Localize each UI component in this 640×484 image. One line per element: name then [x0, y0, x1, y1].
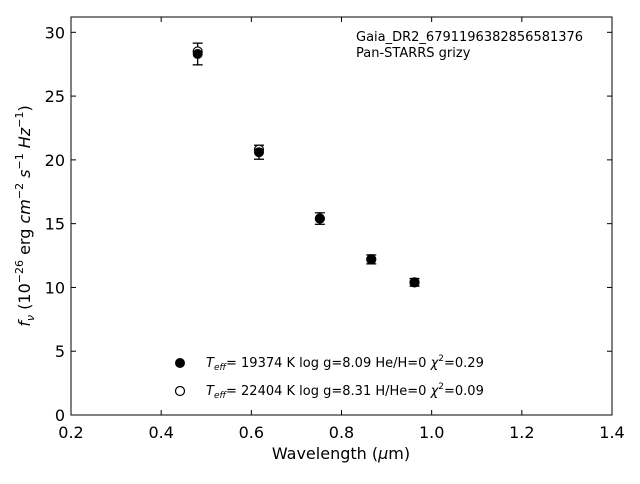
y-tick-label: 20 — [45, 151, 65, 170]
observed-point — [192, 48, 203, 59]
x-tick-label: 1.4 — [599, 423, 624, 442]
x-axis-label: Wavelength (μm) — [272, 444, 410, 463]
y-tick-label: 30 — [45, 23, 65, 42]
x-tick-label: 1.0 — [419, 423, 444, 442]
legend-entry-2: Teff= 22404 K log g=8.31 H/He=0 χ2=0.09 — [206, 382, 484, 401]
y-tick-label: 10 — [45, 278, 65, 297]
observed-point — [253, 147, 264, 158]
x-tick-label: 0.4 — [148, 423, 173, 442]
observed-point — [314, 213, 325, 224]
y-tick-label: 5 — [55, 342, 65, 361]
plot-frame — [70, 16, 613, 416]
x-tick-label: 0.8 — [329, 423, 354, 442]
x-tick-label: 0.6 — [239, 423, 264, 442]
annotation-object-id: Gaia_DR2_6791196382856581376 — [356, 30, 583, 45]
data-points — [192, 42, 420, 288]
x-tick-label: 1.2 — [509, 423, 534, 442]
annotation-photometry-survey: Pan-STARRS grizy — [356, 46, 471, 61]
observed-point — [366, 254, 377, 265]
legend-entry-1: Teff= 19374 K log g=8.09 He/H=0 χ2=0.29 — [206, 354, 484, 373]
legend-marker-filled — [175, 358, 185, 368]
y-tick-label: 15 — [45, 215, 65, 234]
observed-point — [409, 277, 420, 288]
axis-ticks: 0.2 0.4 0.6 0.8 1.0 1.2 1.4 0 5 10 15 20 25 30 — [45, 17, 625, 442]
x-tick-label: 0.2 — [58, 423, 83, 442]
legend: Teff= 19374 K log g=8.09 He/H=0 χ2=0.29 … — [174, 354, 484, 401]
y-axis-label: fν (10−26 erg cm−2 s−1 Hz−1) — [13, 105, 37, 326]
legend-marker-open — [174, 385, 186, 397]
y-tick-label: 0 — [55, 406, 65, 425]
y-tick-label: 25 — [45, 87, 65, 106]
